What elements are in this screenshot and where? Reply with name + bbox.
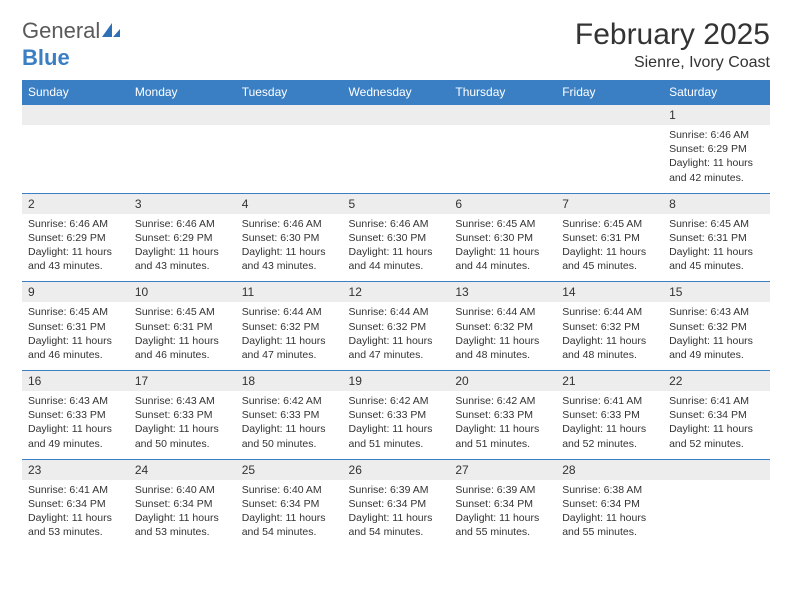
day-number: 21 bbox=[556, 371, 663, 392]
day-cell bbox=[663, 480, 770, 548]
day-number: 23 bbox=[22, 459, 129, 480]
day-number: 24 bbox=[129, 459, 236, 480]
day-cell: Sunrise: 6:40 AMSunset: 6:34 PMDaylight:… bbox=[236, 480, 343, 548]
day-number bbox=[129, 105, 236, 126]
day-number: 25 bbox=[236, 459, 343, 480]
day-cell: Sunrise: 6:46 AMSunset: 6:29 PMDaylight:… bbox=[129, 214, 236, 282]
day-number bbox=[343, 105, 450, 126]
logo-text: General Blue bbox=[22, 18, 122, 71]
day-number: 9 bbox=[22, 282, 129, 303]
day-number: 19 bbox=[343, 371, 450, 392]
title-block: February 2025 Sienre, Ivory Coast bbox=[575, 18, 770, 72]
page-header: General Blue February 2025 Sienre, Ivory… bbox=[22, 18, 770, 72]
day-number: 18 bbox=[236, 371, 343, 392]
logo-sail-icon bbox=[100, 19, 122, 45]
calendar-body: 1Sunrise: 6:46 AMSunset: 6:29 PMDaylight… bbox=[22, 105, 770, 548]
day-number: 10 bbox=[129, 282, 236, 303]
day-number: 13 bbox=[449, 282, 556, 303]
day-cell bbox=[129, 125, 236, 193]
day-header: Sunday bbox=[22, 80, 129, 105]
calendar-table: SundayMondayTuesdayWednesdayThursdayFrid… bbox=[22, 80, 770, 547]
day-header-row: SundayMondayTuesdayWednesdayThursdayFrid… bbox=[22, 80, 770, 105]
day-number bbox=[22, 105, 129, 126]
day-cell: Sunrise: 6:44 AMSunset: 6:32 PMDaylight:… bbox=[449, 302, 556, 370]
day-number: 4 bbox=[236, 193, 343, 214]
day-cell: Sunrise: 6:40 AMSunset: 6:34 PMDaylight:… bbox=[129, 480, 236, 548]
day-cell: Sunrise: 6:42 AMSunset: 6:33 PMDaylight:… bbox=[449, 391, 556, 459]
day-cell: Sunrise: 6:43 AMSunset: 6:33 PMDaylight:… bbox=[129, 391, 236, 459]
day-number: 22 bbox=[663, 371, 770, 392]
day-cell: Sunrise: 6:46 AMSunset: 6:30 PMDaylight:… bbox=[236, 214, 343, 282]
day-cell: Sunrise: 6:46 AMSunset: 6:29 PMDaylight:… bbox=[22, 214, 129, 282]
day-cell: Sunrise: 6:45 AMSunset: 6:31 PMDaylight:… bbox=[663, 214, 770, 282]
day-number: 20 bbox=[449, 371, 556, 392]
day-cell: Sunrise: 6:42 AMSunset: 6:33 PMDaylight:… bbox=[236, 391, 343, 459]
day-cell bbox=[556, 125, 663, 193]
day-detail-row: Sunrise: 6:46 AMSunset: 6:29 PMDaylight:… bbox=[22, 214, 770, 282]
day-cell bbox=[236, 125, 343, 193]
day-cell: Sunrise: 6:41 AMSunset: 6:34 PMDaylight:… bbox=[663, 391, 770, 459]
day-detail-row: Sunrise: 6:45 AMSunset: 6:31 PMDaylight:… bbox=[22, 302, 770, 370]
day-number-row: 9101112131415 bbox=[22, 282, 770, 303]
day-cell: Sunrise: 6:44 AMSunset: 6:32 PMDaylight:… bbox=[343, 302, 450, 370]
day-number bbox=[663, 459, 770, 480]
day-cell: Sunrise: 6:43 AMSunset: 6:33 PMDaylight:… bbox=[22, 391, 129, 459]
day-cell: Sunrise: 6:46 AMSunset: 6:30 PMDaylight:… bbox=[343, 214, 450, 282]
day-number: 11 bbox=[236, 282, 343, 303]
day-number bbox=[236, 105, 343, 126]
day-number-row: 1 bbox=[22, 105, 770, 126]
day-cell bbox=[22, 125, 129, 193]
day-cell: Sunrise: 6:38 AMSunset: 6:34 PMDaylight:… bbox=[556, 480, 663, 548]
day-cell bbox=[449, 125, 556, 193]
day-header: Tuesday bbox=[236, 80, 343, 105]
day-cell: Sunrise: 6:45 AMSunset: 6:31 PMDaylight:… bbox=[129, 302, 236, 370]
day-number-row: 232425262728 bbox=[22, 459, 770, 480]
month-title: February 2025 bbox=[575, 18, 770, 52]
day-cell: Sunrise: 6:45 AMSunset: 6:30 PMDaylight:… bbox=[449, 214, 556, 282]
day-number: 7 bbox=[556, 193, 663, 214]
day-cell: Sunrise: 6:41 AMSunset: 6:34 PMDaylight:… bbox=[22, 480, 129, 548]
day-cell: Sunrise: 6:39 AMSunset: 6:34 PMDaylight:… bbox=[343, 480, 450, 548]
location-label: Sienre, Ivory Coast bbox=[575, 54, 770, 72]
logo-word-blue: Blue bbox=[22, 45, 70, 70]
day-header: Wednesday bbox=[343, 80, 450, 105]
day-number: 6 bbox=[449, 193, 556, 214]
day-number: 3 bbox=[129, 193, 236, 214]
day-number: 16 bbox=[22, 371, 129, 392]
day-cell: Sunrise: 6:44 AMSunset: 6:32 PMDaylight:… bbox=[236, 302, 343, 370]
day-number: 5 bbox=[343, 193, 450, 214]
day-detail-row: Sunrise: 6:43 AMSunset: 6:33 PMDaylight:… bbox=[22, 391, 770, 459]
day-cell: Sunrise: 6:46 AMSunset: 6:29 PMDaylight:… bbox=[663, 125, 770, 193]
logo-word-general: General bbox=[22, 18, 100, 43]
day-cell bbox=[343, 125, 450, 193]
day-number: 8 bbox=[663, 193, 770, 214]
day-detail-row: Sunrise: 6:46 AMSunset: 6:29 PMDaylight:… bbox=[22, 125, 770, 193]
day-cell: Sunrise: 6:41 AMSunset: 6:33 PMDaylight:… bbox=[556, 391, 663, 459]
day-number: 26 bbox=[343, 459, 450, 480]
day-detail-row: Sunrise: 6:41 AMSunset: 6:34 PMDaylight:… bbox=[22, 480, 770, 548]
day-number-row: 16171819202122 bbox=[22, 371, 770, 392]
day-number: 1 bbox=[663, 105, 770, 126]
day-number: 15 bbox=[663, 282, 770, 303]
day-number: 17 bbox=[129, 371, 236, 392]
day-number: 12 bbox=[343, 282, 450, 303]
day-header: Thursday bbox=[449, 80, 556, 105]
day-number bbox=[556, 105, 663, 126]
day-header: Friday bbox=[556, 80, 663, 105]
day-number: 28 bbox=[556, 459, 663, 480]
day-cell: Sunrise: 6:45 AMSunset: 6:31 PMDaylight:… bbox=[556, 214, 663, 282]
day-cell: Sunrise: 6:39 AMSunset: 6:34 PMDaylight:… bbox=[449, 480, 556, 548]
day-number-row: 2345678 bbox=[22, 193, 770, 214]
day-header: Monday bbox=[129, 80, 236, 105]
day-cell: Sunrise: 6:44 AMSunset: 6:32 PMDaylight:… bbox=[556, 302, 663, 370]
day-number: 14 bbox=[556, 282, 663, 303]
day-number: 2 bbox=[22, 193, 129, 214]
day-number: 27 bbox=[449, 459, 556, 480]
day-cell: Sunrise: 6:43 AMSunset: 6:32 PMDaylight:… bbox=[663, 302, 770, 370]
day-cell: Sunrise: 6:42 AMSunset: 6:33 PMDaylight:… bbox=[343, 391, 450, 459]
day-number bbox=[449, 105, 556, 126]
logo: General Blue bbox=[22, 18, 122, 71]
day-cell: Sunrise: 6:45 AMSunset: 6:31 PMDaylight:… bbox=[22, 302, 129, 370]
day-header: Saturday bbox=[663, 80, 770, 105]
